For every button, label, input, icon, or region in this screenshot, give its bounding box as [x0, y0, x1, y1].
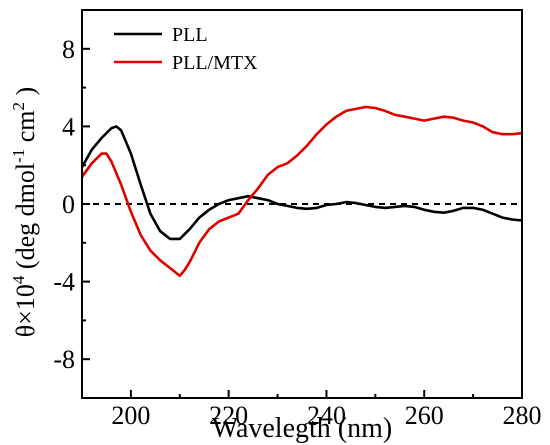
y-tick-label: 0 — [62, 190, 75, 219]
y-tick-label: 8 — [62, 35, 75, 64]
series-layer — [80, 105, 523, 278]
y-title-mid-sup: 2 — [9, 102, 28, 111]
x-tick-label: 260 — [405, 401, 444, 430]
series-line-pll — [80, 125, 523, 241]
y-title-prefix-sup: 4 — [9, 275, 28, 284]
legend-label: PLL — [172, 24, 208, 46]
series-line-pll-mtx — [80, 105, 523, 278]
legend-label: PLL/MTX — [172, 52, 258, 74]
y-title-mid: cm — [11, 110, 40, 148]
tick-layer: 200 220 240 260 280 -8 -4 0 4 8 — [53, 9, 542, 430]
y-title-suffix: ) — [11, 87, 40, 102]
y-axis-title: θ×104 (deg dmol-1 cm2 ) — [9, 87, 40, 337]
y-title-main: (deg dmol — [11, 163, 40, 276]
x-tick-label: 240 — [307, 401, 346, 430]
y-tick-label: -8 — [53, 345, 75, 374]
x-tick-label: 280 — [503, 401, 542, 430]
y-tick-label: 4 — [62, 112, 75, 141]
legend: PLL PLL/MTX — [114, 24, 258, 74]
x-axis-title: Waveleg​th (nm) — [212, 413, 392, 444]
x-tick-label: 220 — [209, 401, 248, 430]
y-tick-label: -4 — [53, 268, 75, 297]
x-tick-label: 200 — [111, 401, 150, 430]
y-title-main-sup: -1 — [9, 149, 28, 163]
y-title-prefix: θ×10 — [11, 284, 40, 337]
